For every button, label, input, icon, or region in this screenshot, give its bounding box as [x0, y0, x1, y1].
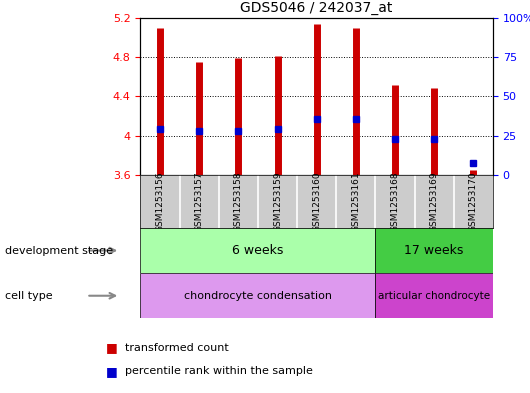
Text: articular chondrocyte: articular chondrocyte: [378, 291, 490, 301]
Text: GSM1253170: GSM1253170: [469, 171, 478, 232]
Text: GSM1253160: GSM1253160: [312, 171, 321, 232]
Text: 17 weeks: 17 weeks: [404, 244, 464, 257]
Text: GSM1253161: GSM1253161: [351, 171, 360, 232]
Bar: [140, 228, 375, 273]
Title: GDS5046 / 242037_at: GDS5046 / 242037_at: [241, 1, 393, 15]
Text: transformed count: transformed count: [125, 343, 228, 353]
Bar: [375, 273, 493, 318]
Text: GSM1253156: GSM1253156: [155, 171, 164, 232]
Text: development stage: development stage: [5, 246, 113, 255]
Text: GSM1253168: GSM1253168: [391, 171, 400, 232]
Text: chondrocyte condensation: chondrocyte condensation: [184, 291, 332, 301]
Bar: [375, 228, 493, 273]
Text: ■: ■: [106, 341, 118, 354]
Text: GSM1253169: GSM1253169: [430, 171, 439, 232]
Bar: [140, 273, 375, 318]
Text: 6 weeks: 6 weeks: [232, 244, 284, 257]
Text: ■: ■: [106, 365, 118, 378]
Text: GSM1253158: GSM1253158: [234, 171, 243, 232]
Text: cell type: cell type: [5, 291, 53, 301]
Text: GSM1253157: GSM1253157: [195, 171, 204, 232]
Text: GSM1253159: GSM1253159: [273, 171, 282, 232]
Text: percentile rank within the sample: percentile rank within the sample: [125, 366, 312, 376]
